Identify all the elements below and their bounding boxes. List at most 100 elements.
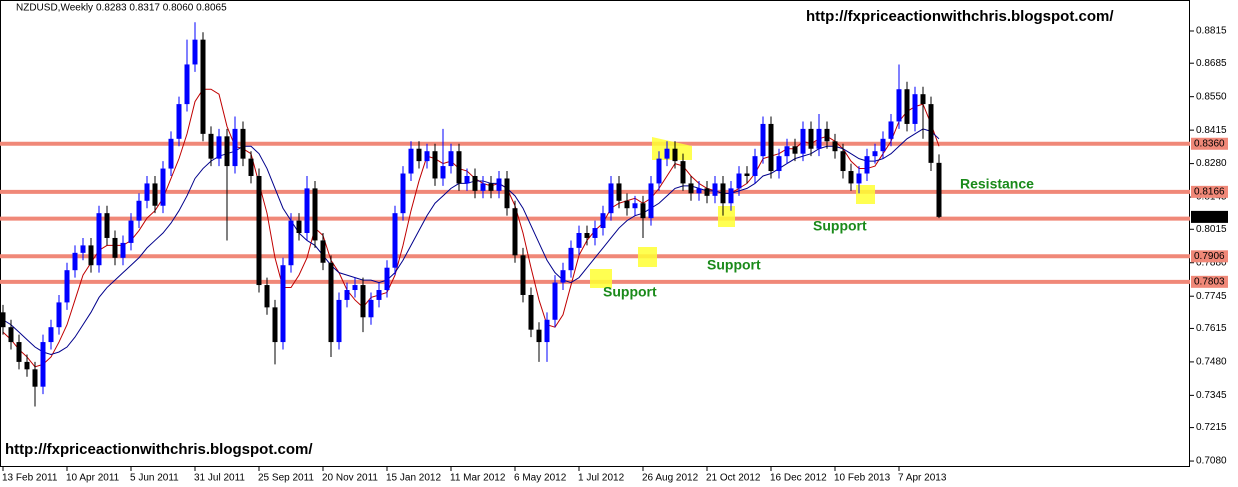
y-tick-label: 0.7215 bbox=[1196, 422, 1227, 433]
x-tick-label: 5 Jun 2011 bbox=[130, 473, 179, 484]
x-tick-label: 1 Jul 2012 bbox=[578, 473, 625, 484]
moving-average bbox=[2, 128, 940, 355]
candle-body bbox=[920, 94, 926, 105]
level-tag bbox=[1191, 275, 1228, 288]
highlight bbox=[856, 185, 875, 204]
x-tick-label: 26 Aug 2012 bbox=[642, 473, 699, 484]
y-tick-label: 0.8815 bbox=[1196, 26, 1227, 37]
current-price: 0.8065 bbox=[1194, 212, 1225, 223]
candle-body bbox=[672, 148, 678, 162]
y-tick-label: 0.7745 bbox=[1196, 291, 1227, 302]
level-tag bbox=[1191, 137, 1228, 150]
x-tick-label: 10 Apr 2011 bbox=[66, 473, 120, 484]
level-label: 0.7906 bbox=[1194, 251, 1225, 262]
candle-body bbox=[144, 183, 150, 201]
candle-body bbox=[912, 94, 918, 124]
candle-body bbox=[624, 200, 630, 209]
candle-body bbox=[824, 128, 830, 142]
annotation: Support bbox=[707, 257, 761, 273]
highlight bbox=[718, 206, 735, 227]
candle-body bbox=[24, 361, 30, 370]
x-tick-label: 7 Apr 2013 bbox=[898, 473, 947, 484]
candle-body bbox=[224, 136, 230, 167]
candle-body bbox=[328, 262, 334, 343]
price-tag bbox=[1191, 210, 1228, 223]
level-tag bbox=[1191, 185, 1228, 198]
x-tick-label: 16 Dec 2012 bbox=[770, 473, 827, 484]
candle-body bbox=[376, 290, 382, 300]
moving-average bbox=[2, 88, 940, 368]
candle-body bbox=[704, 188, 710, 196]
x-tick-label: 11 Mar 2012 bbox=[450, 473, 506, 484]
candle-body bbox=[96, 213, 102, 266]
candle-body bbox=[456, 151, 462, 184]
plot bbox=[0, 22, 942, 407]
candle-body bbox=[648, 183, 654, 219]
candle-body bbox=[120, 242, 126, 258]
watermark: http://fxpriceactionwithchris.blogspot.c… bbox=[806, 8, 1114, 25]
candle-body bbox=[640, 203, 646, 219]
candle-body bbox=[512, 208, 518, 256]
candle-body bbox=[8, 327, 14, 343]
candle-body bbox=[128, 220, 134, 243]
candle-body bbox=[88, 245, 94, 266]
candle-body bbox=[800, 128, 806, 154]
candle-body bbox=[408, 148, 414, 174]
candle-body bbox=[544, 319, 550, 343]
candle-body bbox=[384, 267, 390, 291]
level-label: 0.7803 bbox=[1194, 276, 1225, 287]
candle-body bbox=[192, 39, 198, 65]
x-tick-label: 31 Jul 2011 bbox=[194, 473, 245, 484]
candle-body bbox=[792, 146, 798, 154]
highlight bbox=[652, 137, 692, 160]
candle-body bbox=[480, 183, 486, 191]
candle-body bbox=[136, 200, 142, 221]
x-tick-label: 25 Sep 2011 bbox=[258, 473, 314, 484]
candle-body bbox=[368, 299, 374, 318]
candle-body bbox=[280, 265, 286, 343]
candle-body bbox=[928, 104, 934, 163]
candle-body bbox=[744, 173, 750, 176]
header-prices: 0.8283 0.8317 0.8060 0.8065 bbox=[96, 3, 227, 14]
y-tick-label: 0.8015 bbox=[1196, 224, 1227, 235]
candle-body bbox=[424, 151, 430, 162]
candle-body bbox=[352, 285, 358, 291]
candle-body bbox=[264, 285, 270, 308]
candle-body bbox=[904, 89, 910, 124]
candle-body bbox=[816, 128, 822, 149]
x-tick-label: 13 Feb 2011 bbox=[2, 473, 58, 484]
candle-body bbox=[568, 247, 574, 271]
candle-body bbox=[728, 188, 734, 204]
candle-body bbox=[616, 183, 622, 201]
candle-body bbox=[304, 188, 310, 234]
candle-body bbox=[584, 233, 590, 238]
candle-body bbox=[696, 188, 702, 194]
annotation: Resistance bbox=[960, 176, 1034, 192]
candle-body bbox=[632, 203, 638, 209]
candle-body bbox=[296, 220, 302, 234]
candle-body bbox=[216, 136, 222, 159]
candle-body bbox=[592, 228, 598, 238]
candle-body bbox=[184, 64, 190, 105]
y-tick-label: 0.8550 bbox=[1196, 91, 1227, 102]
candle-body bbox=[64, 270, 70, 303]
candle-body bbox=[496, 178, 502, 191]
y-tick-label: 0.8685 bbox=[1196, 58, 1227, 69]
candle-body bbox=[688, 183, 694, 194]
candle-body bbox=[200, 39, 206, 134]
candle-body bbox=[312, 188, 318, 241]
candle-body bbox=[896, 89, 902, 122]
candle-body bbox=[320, 240, 326, 263]
candle-body bbox=[80, 245, 86, 253]
annotation: Support bbox=[813, 218, 867, 234]
candle-body bbox=[56, 302, 62, 328]
candle-body bbox=[664, 148, 670, 159]
y-tick-label: 0.7615 bbox=[1196, 323, 1227, 334]
level-tag bbox=[1191, 250, 1228, 263]
candle-body bbox=[152, 183, 158, 206]
candle-body bbox=[768, 123, 774, 172]
candle-body bbox=[344, 290, 350, 300]
candle-body bbox=[608, 183, 614, 214]
candle-body bbox=[16, 342, 22, 362]
